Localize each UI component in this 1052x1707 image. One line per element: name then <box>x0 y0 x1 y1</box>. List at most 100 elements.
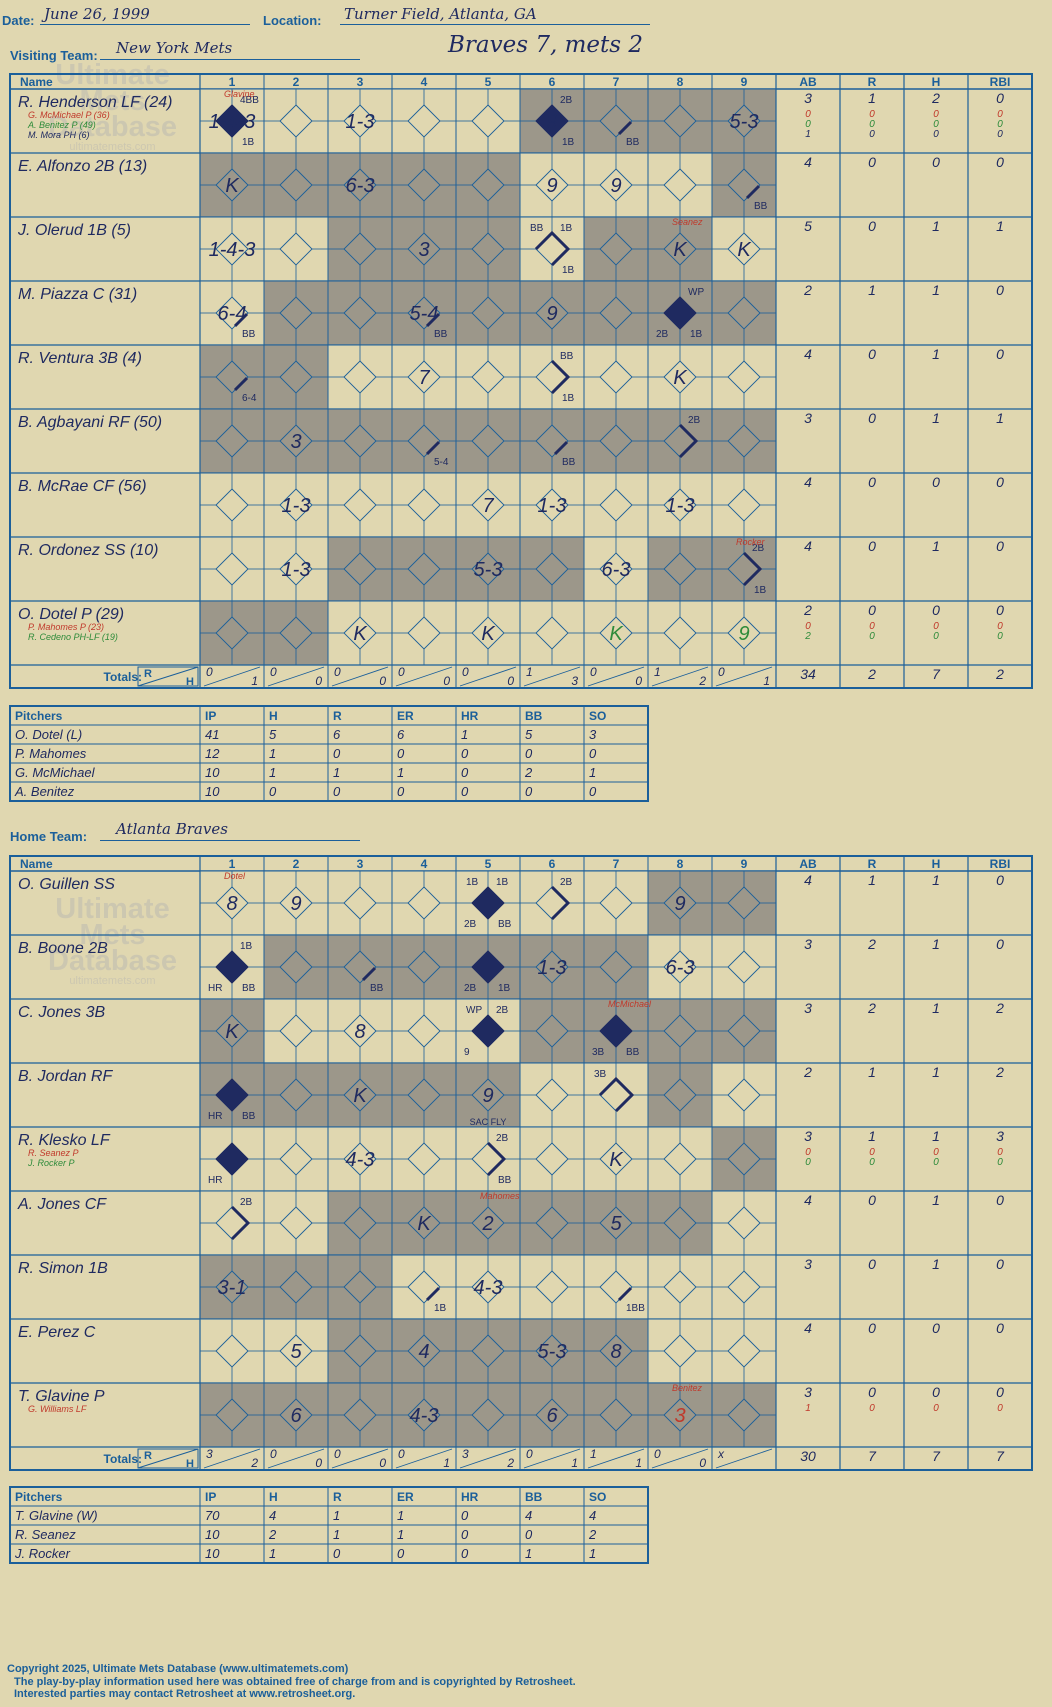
base-diamond <box>215 1270 249 1304</box>
substitute-stat: 0 <box>805 1157 811 1168</box>
base-diamond <box>727 1142 761 1176</box>
play-result: 9 <box>546 175 557 197</box>
base-diamond <box>407 1142 441 1176</box>
play-result: 4-3 <box>410 1405 439 1427</box>
play-result: 1-3 <box>346 111 375 133</box>
base-diamond <box>279 1334 313 1368</box>
inning-header-3: 3 <box>357 857 364 871</box>
inning-runs: 0 <box>206 665 213 679</box>
totals-slash <box>587 1448 645 1469</box>
player-stat-rbi: 0 <box>996 1192 1004 1208</box>
pitcher-stat: 1 <box>397 1508 404 1523</box>
player-stat-rbi: 3 <box>996 1128 1004 1144</box>
player-stat-h: 0 <box>932 1384 940 1400</box>
play-mark: 6-3 <box>346 175 375 197</box>
pitcher-stat: 0 <box>525 1527 533 1542</box>
play-mark: 3 <box>418 239 429 261</box>
pitcher-stat: 0 <box>397 784 405 799</box>
base-diamond <box>727 360 761 394</box>
base-diamond <box>727 296 761 330</box>
pitchers-header-ip: IP <box>205 1490 216 1504</box>
pitcher-stat: 4 <box>589 1508 596 1523</box>
play-mark: WP 1B 2B <box>656 287 704 340</box>
play-mark: 2B WP 9 <box>464 1005 509 1058</box>
player-stat-rbi: 2 <box>995 1000 1004 1016</box>
inning-header-1: 1 <box>229 75 236 89</box>
base-diamond <box>343 232 377 266</box>
player-stat-rbi: 0 <box>996 1320 1004 1336</box>
base-diamond <box>663 1078 697 1112</box>
player-stat-ab: 4 <box>804 538 812 554</box>
player-stat-h: 1 <box>932 538 940 554</box>
player-stat-r: 1 <box>868 1128 876 1144</box>
base-diamond <box>279 1078 313 1112</box>
play-note: BB <box>562 457 576 468</box>
player-stat-ab: 3 <box>804 1384 812 1400</box>
pitchers-header-r: R <box>333 709 342 723</box>
base-diamond <box>343 360 377 394</box>
play-note: BB <box>242 1111 256 1122</box>
player-stat-r: 0 <box>868 602 876 618</box>
play-result: 1-3 <box>666 495 695 517</box>
player-name: B. McRae CF (56) <box>18 478 147 495</box>
substitute-stat: 0 <box>933 129 939 140</box>
base-diamond <box>215 616 249 650</box>
base-diamond <box>599 1334 633 1368</box>
player-stat-h: 0 <box>932 474 940 490</box>
pitcher-stat: 0 <box>461 746 469 761</box>
pitchers-header-pitchers: Pitchers <box>15 709 63 723</box>
substitute-stat: 0 <box>933 1147 939 1158</box>
base-diamond <box>215 552 249 586</box>
player-stat-r: 0 <box>868 218 876 234</box>
play-result: K <box>417 1213 432 1235</box>
play-note: HR <box>208 1111 222 1122</box>
player-stat-r: 0 <box>868 1384 876 1400</box>
base-diamond <box>279 232 313 266</box>
play-result: K <box>225 1021 240 1043</box>
totals-rh-box <box>137 1448 199 1469</box>
inning-header-9: 9 <box>741 75 748 89</box>
play-mark: 9 <box>290 893 301 915</box>
pitcher-stat: 12 <box>205 746 220 761</box>
base-diamond <box>279 886 313 920</box>
pitcher-stat: 0 <box>461 765 469 780</box>
play-mark: 8 <box>354 1021 365 1043</box>
base-diamond <box>407 488 441 522</box>
play-mark: 6 <box>290 1405 302 1427</box>
play-mark: 5-3 <box>730 111 759 133</box>
base-diamond <box>343 616 377 650</box>
play-note: BB <box>754 201 768 212</box>
base-diamond <box>407 1206 441 1240</box>
inning-header-7: 7 <box>613 75 620 89</box>
play-mark: 3-1 <box>218 1277 247 1299</box>
reached-first-line <box>361 966 377 982</box>
play-result: 9 <box>674 893 685 915</box>
base-diamond <box>663 1206 697 1240</box>
player-name: R. Ordonez SS (10) <box>18 542 159 559</box>
inning-header-8: 8 <box>677 75 684 89</box>
base-diamond <box>407 104 441 138</box>
base-diamond <box>343 168 377 202</box>
inning-runs: x <box>717 1447 725 1461</box>
base-diamond <box>471 424 505 458</box>
substitute-stat: 0 <box>997 1147 1003 1158</box>
play-note: BB <box>530 223 544 234</box>
base-diamond <box>535 950 569 984</box>
inning-hits: 0 <box>507 674 514 688</box>
base-diamond <box>599 424 633 458</box>
inning-hits: 0 <box>379 674 386 688</box>
base-diamond <box>407 616 441 650</box>
substitute-name: G. Williams LF <box>28 1404 87 1414</box>
play-mark: 8 <box>610 1341 621 1363</box>
pitcher-stat: 1 <box>397 1527 404 1542</box>
inning-header-3: 3 <box>357 75 364 89</box>
play-result: K <box>609 1149 624 1171</box>
substitute-stat: 0 <box>869 119 875 130</box>
play-mark: 7 <box>418 367 430 389</box>
play-mark: BB 1B <box>550 351 575 404</box>
inning-header-9: 9 <box>741 857 748 871</box>
base-diamond <box>535 1014 569 1048</box>
base-diamond <box>471 1398 505 1432</box>
play-mark: 1-3 <box>282 495 311 517</box>
base-diamond <box>471 1078 505 1112</box>
